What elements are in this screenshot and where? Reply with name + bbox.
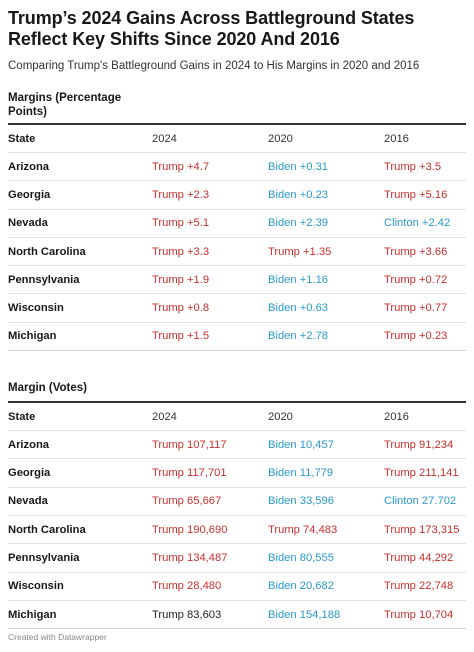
state-cell: Pennsylvania: [8, 551, 80, 564]
cell-2016: Trump +0.72: [384, 273, 448, 286]
state-cell: Georgia: [8, 467, 51, 480]
table-row: Arizona Trump 107,117 Biden 10,457 Trump 91…: [8, 431, 466, 460]
table-row: Georgia Trump +2.3 Biden +0.23 Trump +5.16: [8, 181, 466, 210]
state-cell: Arizona: [8, 160, 50, 173]
state-cell: Wisconsin: [8, 580, 64, 593]
table-2-header-row: State 2024 2020 2016: [8, 403, 466, 432]
cell-2020: Biden 10,457: [268, 438, 334, 451]
cell-2024: Trump +0.8: [152, 302, 210, 315]
cell-2016: Trump 10,704: [384, 608, 454, 621]
cell-2020: Biden 33,596: [268, 495, 334, 508]
state-cell: North Carolina: [8, 245, 86, 258]
cell-2020: Trump 74,483: [268, 523, 338, 536]
table-row: Pennsylvania Trump +1.9 Biden +1.16 Trump +…: [8, 266, 466, 295]
cell-2024: Trump 190,690: [152, 523, 228, 536]
chart-subtitle: Comparing Trump's Battleground Gains in …: [8, 60, 420, 72]
cell-2016: Trump 91,234: [384, 438, 454, 451]
cell-2016: Trump 22,748: [384, 580, 454, 593]
state-cell: Michigan: [8, 608, 57, 621]
cell-2024: Trump +1.9: [152, 273, 210, 286]
column-header-2024: 2024: [152, 132, 177, 145]
cell-2024: Trump 107,117: [152, 438, 227, 451]
cell-2016: Trump +3.66: [384, 245, 448, 258]
cell-2020: Biden +0.63: [268, 302, 329, 315]
table-1-body: Arizona Trump +4.7 Biden +0.31 Trump +3.5 Ge…: [8, 153, 466, 352]
cell-2016: Trump +0.23: [384, 330, 448, 343]
cell-2024: Trump +1.5: [152, 330, 210, 343]
cell-2020: Biden +1.16: [268, 273, 329, 286]
cell-2024: Trump +2.3: [152, 188, 210, 201]
state-cell: Pennsylvania: [8, 273, 80, 286]
cell-2020: Biden +2.39: [268, 217, 329, 230]
cell-2020: Biden 80,555: [268, 551, 334, 564]
table-row: Michigan Trump +1.5 Biden +2.78 Trump +0.23: [8, 323, 466, 352]
table-row: Arizona Trump +4.7 Biden +0.31 Trump +3.5: [8, 153, 466, 182]
cell-2024: Trump +5.1: [152, 217, 210, 230]
cell-2016: Trump +5.16: [384, 188, 448, 201]
column-header-state: State: [8, 132, 36, 145]
column-header-2024: 2024: [152, 410, 177, 423]
table-row: Nevada Trump +5.1 Biden +2.39 Clinton +2.42: [8, 210, 466, 238]
table-1-title: Margins (Percentage Points): [8, 92, 122, 118]
table-row: Pennsylvania Trump 134,487 Biden 80,555 Tru…: [8, 544, 466, 573]
cell-2024: Trump 28,480: [152, 580, 222, 593]
cell-2016: Trump +0.77: [384, 302, 448, 315]
column-header-state: State: [8, 410, 36, 423]
state-cell: Nevada: [8, 495, 48, 508]
cell-2024: Trump 83,603: [152, 608, 222, 621]
cell-2020: Biden 20,682: [268, 580, 334, 593]
cell-2020: Biden +0.31: [268, 160, 329, 173]
cell-2020: Biden 154,188: [268, 608, 341, 621]
table-2-header-rule: [8, 401, 466, 404]
table-2: State 2024 2020 2016 Arizona Trump 107,11…: [8, 401, 466, 630]
cell-2016: Trump +3.5: [384, 160, 442, 173]
table-1-header-row: State 2024 2020 2016: [8, 125, 466, 153]
cell-2020: Trump +1.35: [268, 245, 332, 258]
state-cell: Georgia: [8, 188, 51, 201]
table-1-header-rule: [8, 123, 466, 125]
state-cell: Michigan: [8, 330, 57, 343]
state-cell: North Carolina: [8, 523, 86, 536]
table-row: North Carolina Trump 190,690 Trump 74,483 T…: [8, 516, 466, 545]
cell-2024: Trump 117,701: [152, 467, 227, 480]
column-header-2016: 2016: [384, 410, 409, 423]
cell-2024: Trump +3.3: [152, 245, 210, 258]
cell-2020: Biden 11,779: [268, 467, 334, 480]
chart-title: Trump’s 2024 Gains Across Battleground S…: [8, 8, 415, 49]
cell-2016: Trump 211,141: [384, 467, 459, 480]
cell-2024: Trump 134,487: [152, 551, 228, 564]
cell-2016: Clinton +2.42: [384, 217, 451, 230]
table-row: Wisconsin Trump +0.8 Biden +0.63 Trump +0.7…: [8, 294, 466, 323]
state-cell: Arizona: [8, 438, 50, 451]
table-row: Michigan Trump 83,603 Biden 154,188 Trump 1…: [8, 601, 466, 630]
cell-2016: Trump 44,292: [384, 551, 454, 564]
cell-2020: Biden +0.23: [268, 188, 329, 201]
table-1: State 2024 2020 2016 Arizona Trump +4.7 Bi…: [8, 123, 466, 352]
table-row: Georgia Trump 117,701 Biden 11,779 Trump 21…: [8, 459, 466, 488]
table-row: Wisconsin Trump 28,480 Biden 20,682 Trump 2…: [8, 573, 466, 601]
table-row: North Carolina Trump +3.3 Trump +1.35 Trump…: [8, 238, 466, 267]
column-header-2020: 2020: [268, 132, 293, 145]
state-cell: Nevada: [8, 217, 48, 230]
table-2-title: Margin (Votes): [8, 381, 88, 394]
column-header-2020: 2020: [268, 410, 293, 423]
footer-credit: Created with Datawrapper: [8, 632, 107, 642]
cell-2020: Biden +2.78: [268, 330, 329, 343]
cell-2024: Trump +4.7: [152, 160, 210, 173]
column-header-2016: 2016: [384, 132, 409, 145]
state-cell: Wisconsin: [8, 302, 64, 315]
cell-2016: Trump 173,315: [384, 523, 460, 536]
cell-2024: Trump 65,667: [152, 495, 222, 508]
cell-2016: Clinton 27.702: [384, 495, 457, 508]
table-row: Nevada Trump 65,667 Biden 33,596 Clinton 27…: [8, 488, 466, 516]
table-2-body: Arizona Trump 107,117 Biden 10,457 Trump 91…: [8, 431, 466, 630]
